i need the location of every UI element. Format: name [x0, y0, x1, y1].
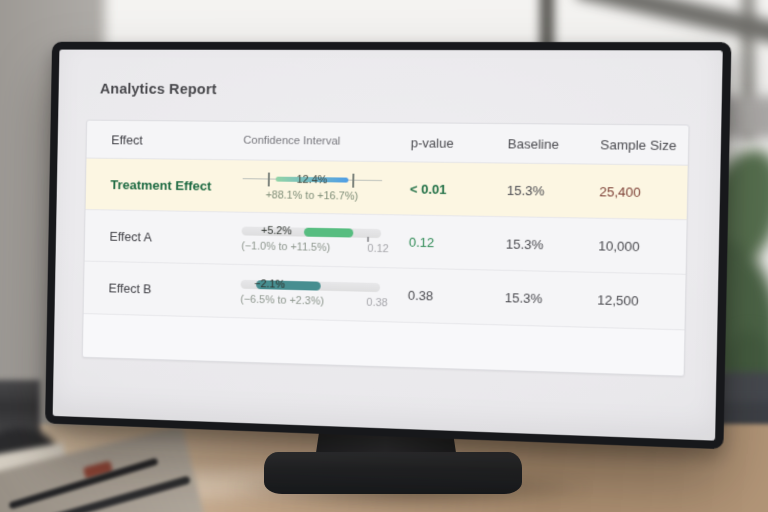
ci-range-label: (−1.0% to +11.5%): [241, 240, 331, 255]
confidence-interval-cell: −2.1% (−6.5% to +2.3%) 0.38: [217, 277, 388, 309]
monitor-screen: Analytics Report Effect Confidence Inter…: [52, 49, 723, 441]
effect-label: Effect B: [108, 280, 152, 297]
ci-sub-row: (−6.5% to +2.3%) 0.38: [240, 293, 388, 309]
baseline-value: 15.3%: [506, 182, 545, 199]
column-header-sample-size: Sample Size: [600, 136, 677, 153]
baseline-value: 15.3%: [504, 290, 543, 307]
ci-end-tick: [367, 236, 370, 242]
p-value: < 0.01: [409, 180, 447, 197]
ci-segment-green: [303, 227, 354, 238]
p-value: 0.38: [407, 287, 434, 304]
sample-size-value: 25,400: [599, 183, 641, 200]
baseline-value: 15.3%: [505, 235, 544, 252]
ci-range-label: (−6.5% to +2.3%): [240, 293, 325, 308]
effect-label: Treatment Effect: [110, 176, 212, 193]
sample-size-value: 10,000: [598, 237, 640, 254]
monitor-bezel: Analytics Report Effect Confidence Inter…: [45, 41, 732, 450]
p-value: 0.12: [408, 234, 435, 250]
ci-bar-plot: +5.2%: [241, 224, 382, 242]
monitor: Analytics Report Effect Confidence Inter…: [45, 41, 732, 450]
effect-label: Effect A: [109, 228, 152, 244]
ci-value-label: +5.2%: [260, 224, 292, 238]
report-card: Effect Confidence Interval p-value Basel…: [81, 119, 690, 377]
column-header-effect: Effect: [111, 132, 143, 147]
ci-bar-plot: −2.1%: [240, 277, 381, 293]
confidence-interval-cell: 12.4% +88.1% to +16.7%): [219, 171, 384, 202]
column-header-baseline: Baseline: [507, 135, 559, 152]
ci-range-label: +88.1% to +16.7%): [265, 188, 359, 203]
ci-sub-row: (−1.0% to +11.5%) 0.12: [241, 240, 389, 255]
page-title: Analytics Report: [99, 80, 217, 99]
ci-errorbar-plot: 12.4%: [242, 172, 383, 188]
confidence-interval-cell: +5.2% (−1.0% to +11.5%) 0.12: [218, 224, 389, 255]
sample-size-value: 12,500: [597, 292, 639, 309]
monitor-stand-base: [264, 452, 522, 494]
ci-value-label: 12.4%: [296, 173, 328, 186]
column-header-confidence-interval: Confidence Interval: [243, 134, 341, 148]
column-header-p-value: p-value: [410, 134, 454, 151]
ci-value-label: −2.1%: [254, 277, 286, 291]
